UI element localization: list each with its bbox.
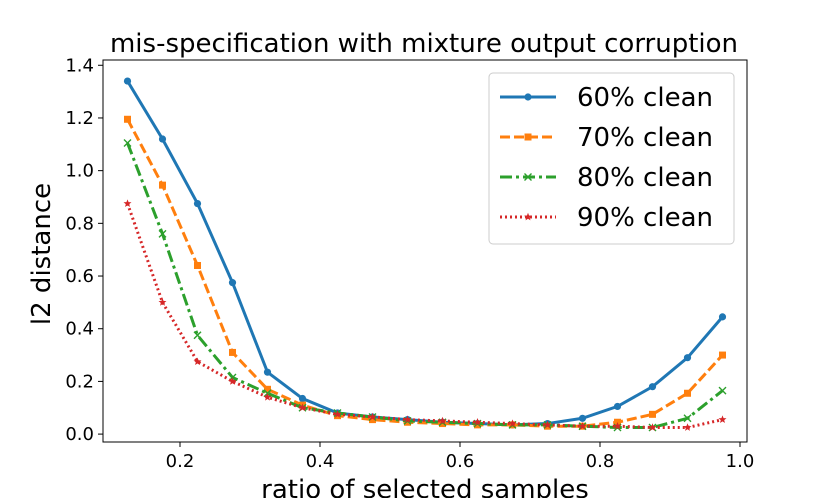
data-point [683,414,692,423]
data-point [264,385,271,393]
data-point [123,77,132,85]
data-point [123,138,132,147]
data-point [298,403,307,412]
series-line [126,118,724,428]
data-point [193,357,202,366]
legend-marker [524,93,532,101]
x-tick-label: 0.2 [166,451,195,472]
series-group [123,77,727,432]
data-point [263,368,272,376]
data-point [718,415,727,423]
series-90-clean [123,199,727,431]
data-point [124,115,131,123]
chart-title: mis-specification with mixture output co… [110,29,738,59]
x-axis-label: ratio of selected samples [261,475,589,498]
x-tick-label: 0.6 [446,451,475,472]
y-tick-label: 1.2 [65,108,94,129]
data-point [543,420,552,429]
data-point [193,331,202,340]
series-line [126,203,723,430]
data-point [158,229,167,238]
data-point [648,423,657,431]
data-point [683,354,692,362]
data-point [613,421,622,430]
series-line [126,80,724,427]
data-point [263,393,272,401]
y-tick-label: 0.6 [65,266,94,287]
legend-label: 70% clean [577,123,713,153]
data-point [578,421,587,430]
legend-marker [524,173,532,181]
legend-label: 90% clean [577,203,713,233]
data-point [228,279,237,287]
y-tick-label: 0.4 [65,319,94,340]
data-point [578,414,587,422]
legend-label: 60% clean [577,83,713,113]
data-point [438,416,447,425]
data-point [159,181,166,189]
data-point [123,199,132,207]
y-tick-label: 1.0 [65,161,94,182]
data-point [613,402,622,411]
legend-label: 80% clean [577,163,713,193]
y-tick-label: 0.0 [65,424,94,445]
data-point [718,386,727,395]
data-point [298,394,307,403]
legend-marker [524,133,532,141]
legend-marker [524,212,532,221]
data-point [158,298,167,306]
data-point [228,377,237,385]
data-point [333,410,342,418]
data-point [648,383,657,391]
y-axis-label: l2 distance [27,183,57,325]
data-point [229,348,236,356]
data-point [403,415,412,423]
data-point [194,261,201,269]
data-point [369,416,376,424]
axis-ticks: 0.2 0.4 0.6 0.8 1.0 0.0 0.2 0.4 0.6 0.8 1.0 1.2 1.4 [65,55,754,472]
data-point [368,412,377,421]
data-point [719,351,726,359]
y-tick-label: 0.2 [65,371,94,392]
y-tick-label: 1.4 [65,55,94,76]
data-point [683,423,692,431]
legend-box [488,72,735,245]
x-tick-label: 1.0 [726,451,755,472]
data-point [684,389,691,397]
data-point [158,135,167,143]
data-point [508,419,517,427]
data-point [718,313,727,321]
legend: 60% clean 70% clean 80% clean 90% clean [488,72,735,245]
plot-frame [102,59,748,443]
data-point [193,199,202,208]
x-tick-label: 0.4 [306,451,335,472]
data-point [473,418,482,426]
x-tick-label: 0.8 [586,451,615,472]
y-tick-label: 0.8 [65,213,94,234]
data-point [649,410,656,418]
